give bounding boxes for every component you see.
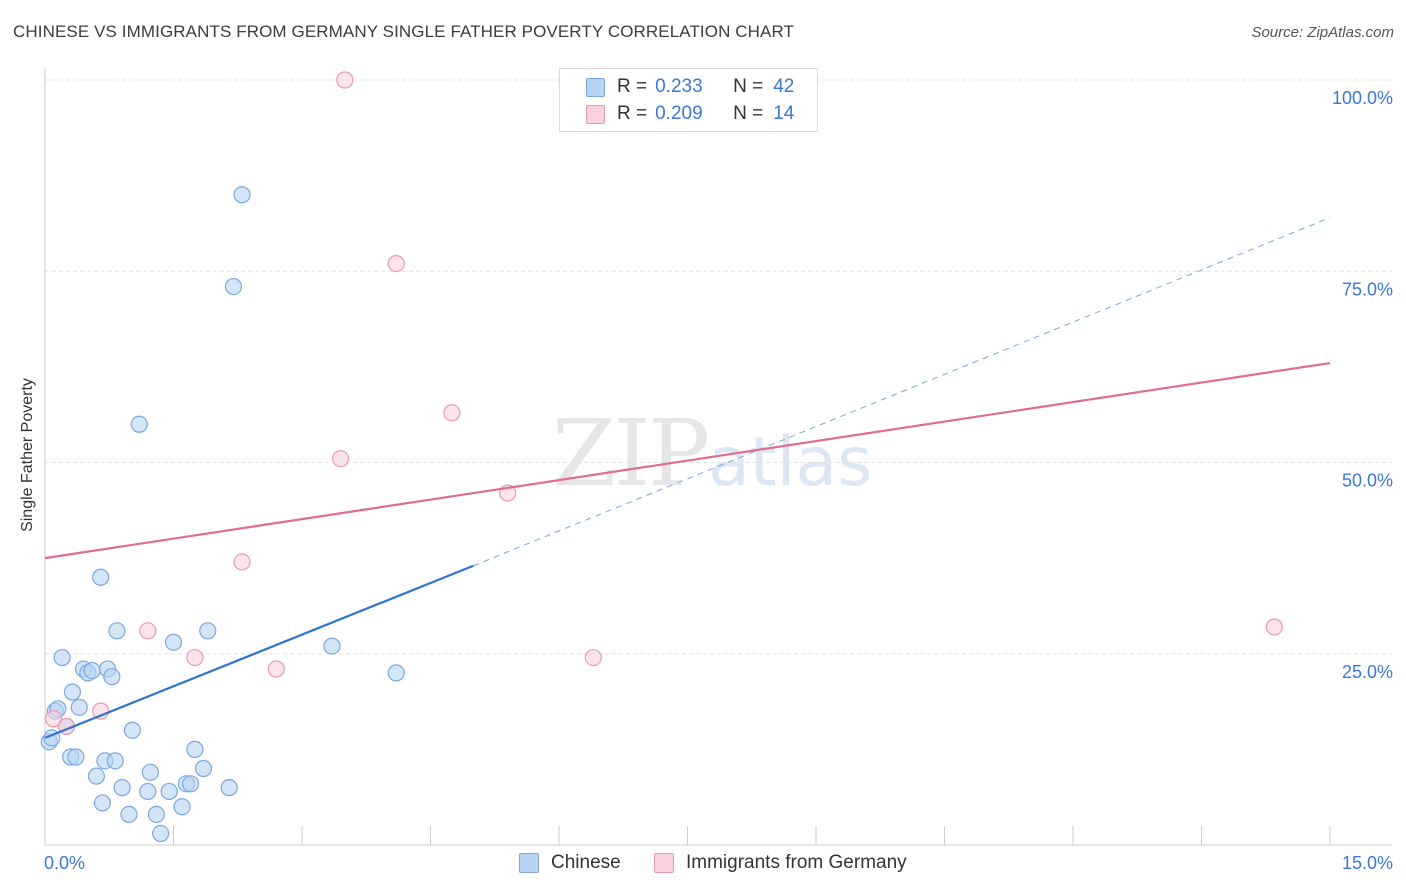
point-germany (267, 660, 285, 678)
point-germany (331, 450, 350, 468)
point-chinese (53, 648, 71, 667)
y-tick-label: 25.0% (1342, 662, 1393, 682)
correlation-legend: R = 0.233 N = 42 R = 0.209 N = 14 (559, 68, 818, 132)
point-chinese (120, 805, 138, 824)
x-tick-label: 15.0% (1342, 853, 1393, 873)
legend-n-label: N = (733, 103, 764, 124)
point-chinese (186, 740, 204, 758)
point-chinese (92, 568, 110, 586)
point-chinese (106, 752, 124, 770)
legend-item-germany[interactable]: Immigrants from Germany (654, 852, 907, 874)
legend-label-chinese: Chinese (551, 852, 621, 873)
point-chinese (323, 637, 341, 655)
trend-line-germany (44, 361, 1331, 560)
point-germany (336, 71, 354, 89)
point-germany (233, 553, 251, 571)
point-chinese (164, 633, 183, 651)
point-germany (44, 710, 63, 728)
legend-r-value-chinese: 0.233 (655, 76, 703, 97)
legend-swatch-chinese (586, 77, 605, 97)
point-germany (139, 622, 157, 640)
y-tick-label: 75.0% (1342, 279, 1393, 299)
point-chinese (103, 668, 121, 686)
point-germany (584, 648, 602, 667)
point-chinese (93, 794, 111, 812)
y-tick-label: 50.0% (1342, 471, 1393, 491)
legend-item-chinese[interactable]: Chinese (519, 852, 621, 874)
point-germany (1265, 618, 1283, 636)
chart-title: CHINESE VS IMMIGRANTS FROM GERMANY SINGL… (13, 22, 795, 41)
legend-r-label: R = (617, 76, 648, 97)
point-chinese (87, 767, 106, 785)
legend-r-value-germany: 0.209 (655, 103, 703, 124)
legend-row-chinese: R = 0.233 N = 42 (586, 76, 794, 98)
point-chinese (123, 721, 141, 739)
legend-n-value-germany: 14 (773, 103, 795, 124)
legend-swatch-germany (586, 104, 605, 124)
point-chinese (108, 622, 126, 640)
point-chinese (387, 664, 405, 682)
trend-line-chinese-extrapolated (473, 217, 1331, 567)
series-legend: Chinese Immigrants from Germany (0, 852, 1406, 876)
trend-line-chinese (44, 564, 474, 739)
legend-row-germany: R = 0.209 N = 14 (586, 103, 794, 125)
watermark-zip: ZIP (552, 400, 710, 507)
legend-n-label: N = (733, 76, 764, 97)
point-germany (186, 648, 204, 667)
point-chinese (70, 698, 88, 716)
legend-label-germany: Immigrants from Germany (686, 852, 907, 873)
point-chinese (220, 779, 238, 797)
point-chinese (67, 748, 85, 766)
point-chinese (182, 775, 200, 793)
point-germany (387, 255, 405, 273)
point-chinese (160, 782, 178, 801)
point-chinese (194, 759, 213, 778)
legend-n-value-chinese: 42 (773, 76, 795, 97)
legend-swatch-chinese (519, 853, 539, 873)
point-chinese (141, 763, 159, 781)
legend-r-label: R = (617, 103, 648, 124)
point-chinese (139, 782, 157, 801)
source-credit: Source: ZipAtlas.com (1251, 24, 1394, 41)
point-chinese (152, 824, 170, 843)
point-chinese (63, 683, 82, 701)
point-germany (443, 404, 461, 422)
y-tick-label: 100.0% (1332, 88, 1393, 108)
legend-swatch-germany (654, 853, 674, 873)
point-chinese (199, 622, 217, 640)
point-chinese (233, 186, 251, 204)
point-chinese (173, 798, 191, 816)
x-tick-label: 0.0% (44, 853, 85, 873)
point-chinese (130, 415, 148, 433)
point-chinese (147, 805, 165, 824)
point-chinese (113, 779, 131, 797)
point-chinese (224, 277, 243, 296)
point-chinese (83, 661, 101, 680)
